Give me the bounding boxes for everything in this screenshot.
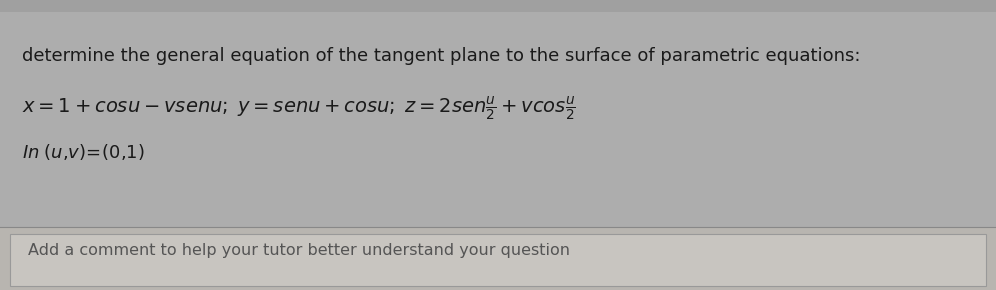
Bar (10, 234, 986, 286)
Text: $x = 1 + cosu - vsenu;\; y = senu + cosu;\; z = 2sen\frac{u}{2} + vcos\frac{u}{2: $x = 1 + cosu - vsenu;\; y = senu + cosu… (22, 95, 576, 123)
Text: determine the general equation of the tangent plane to the surface of parametric: determine the general equation of the ta… (22, 47, 861, 65)
Text: $In\;( u{,}v)\!=\!(0{,}1)$: $In\;( u{,}v)\!=\!(0{,}1)$ (22, 142, 144, 162)
Bar (0, 227, 996, 290)
Text: Add a comment to help your tutor better understand your question: Add a comment to help your tutor better … (28, 243, 570, 258)
Bar (0, 0, 996, 12)
